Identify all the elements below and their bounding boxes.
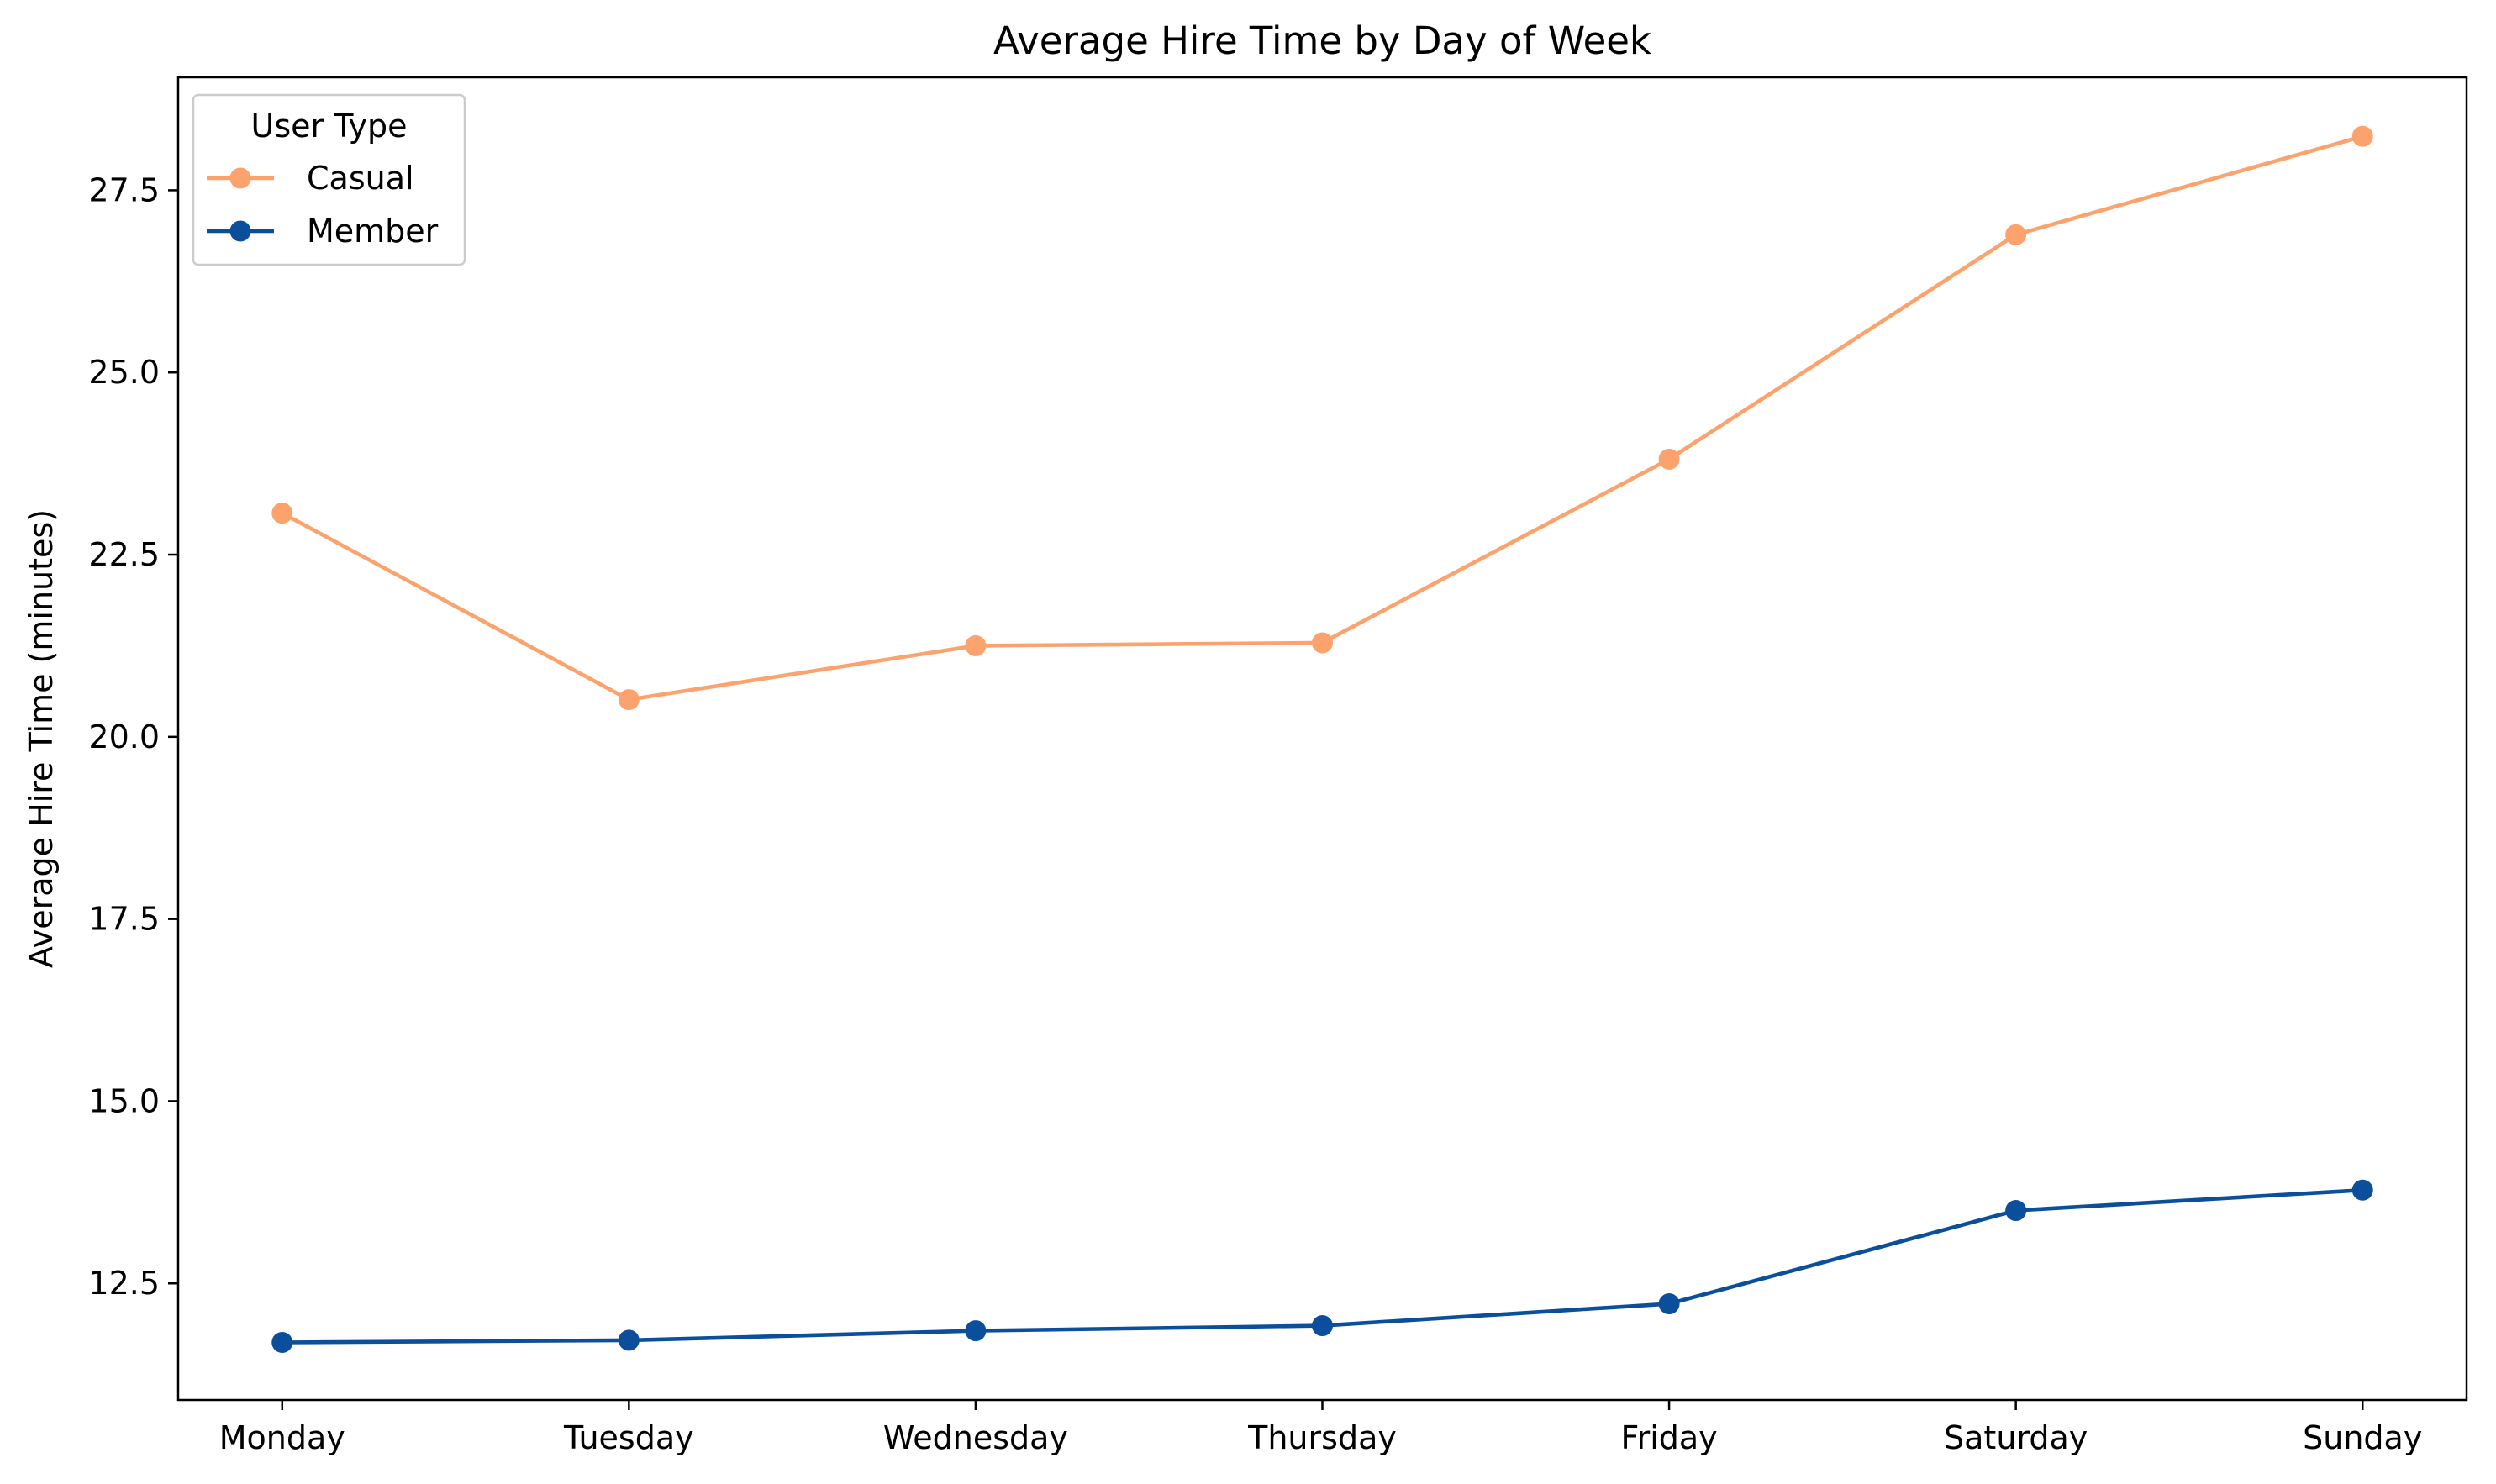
legend-casual-label: Casual	[307, 160, 414, 197]
casual-series-line	[281, 134, 2363, 702]
legend-member-label: Member	[307, 213, 439, 250]
member-point-saturday	[2005, 1200, 2027, 1222]
x-tick-label-monday: Monday	[219, 1419, 345, 1456]
legend: User Type Casual Member	[192, 93, 466, 266]
x-tick-label-saturday: Saturday	[1944, 1419, 2088, 1456]
x-tick-label-wednesday: Wednesday	[883, 1419, 1068, 1456]
casual-point-friday	[1658, 448, 1680, 470]
y-tick-label: 12.5	[88, 1265, 160, 1302]
x-tick-label-thursday: Thursday	[1247, 1419, 1397, 1456]
legend-casual-marker	[229, 167, 251, 189]
member-point-sunday	[2351, 1179, 2373, 1201]
member-point-tuesday	[618, 1329, 640, 1351]
legend-member-marker	[229, 220, 251, 242]
chart-title: Average Hire Time by Day of Week	[993, 18, 1651, 63]
member-point-monday	[271, 1331, 293, 1353]
casual-point-tuesday	[618, 689, 640, 711]
casual-point-monday	[271, 503, 293, 524]
y-tick-label: 27.5	[88, 171, 160, 208]
y-axis-title: Average Hire Time (minutes)	[23, 509, 60, 968]
casual-point-saturday	[2005, 224, 2027, 245]
member-point-wednesday	[965, 1320, 987, 1342]
x-tick-label-friday: Friday	[1620, 1419, 1717, 1456]
casual-point-sunday	[2351, 125, 2373, 147]
legend-box	[192, 93, 466, 266]
casual-point-thursday	[1312, 632, 1333, 654]
casual-point-wednesday	[965, 634, 987, 656]
legend-title: User Type	[251, 108, 408, 145]
y-tick-label: 20.0	[88, 718, 160, 755]
member-point-thursday	[1312, 1315, 1333, 1337]
axes-layer: 12.5 15.0 17.5 20.0 22.5 25.0 27.5 Monday Tuesda…	[88, 76, 2468, 1456]
plot-frame	[176, 76, 2468, 1402]
y-tick-label: 15.0	[88, 1082, 160, 1119]
y-tick-label: 17.5	[88, 901, 160, 938]
x-tick-label-tuesday: Tuesday	[563, 1419, 694, 1456]
y-tick-label: 22.5	[88, 536, 160, 573]
x-tick-label-sunday: Sunday	[2303, 1419, 2422, 1456]
series-layer	[271, 125, 2373, 1353]
y-tick-label: 25.0	[88, 354, 160, 391]
member-point-friday	[1658, 1293, 1680, 1315]
